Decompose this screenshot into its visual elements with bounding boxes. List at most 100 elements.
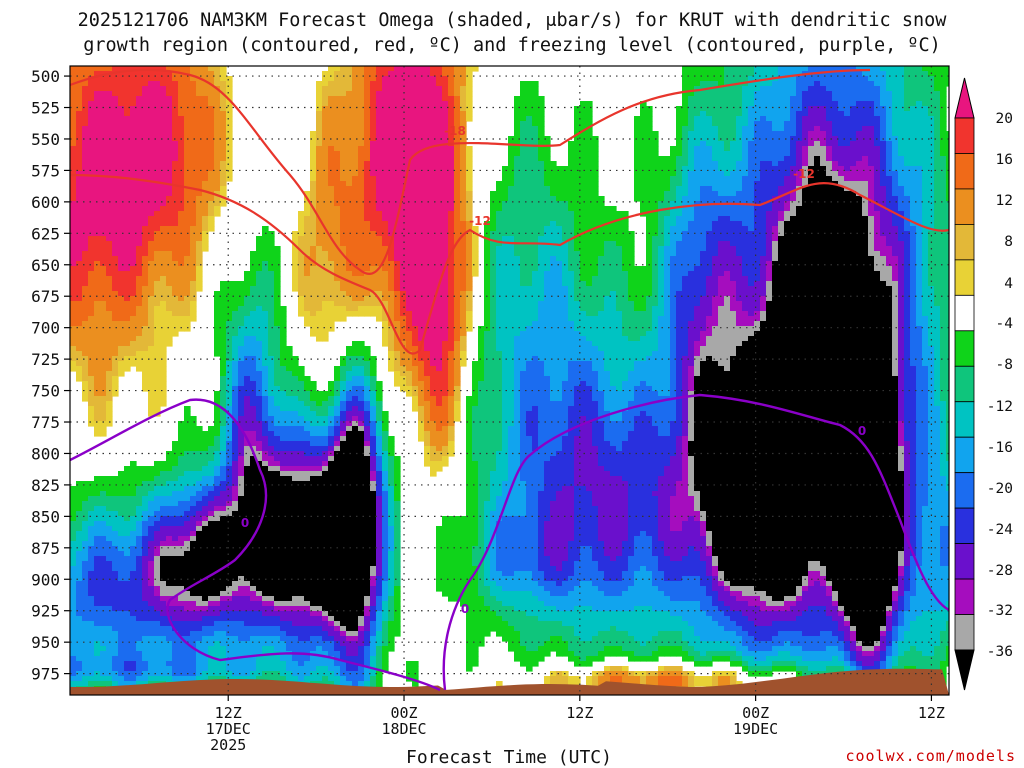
omega-cell xyxy=(406,116,413,122)
omega-cell xyxy=(562,206,569,212)
omega-cell xyxy=(724,191,731,197)
omega-cell xyxy=(208,106,215,112)
omega-cell xyxy=(394,246,401,252)
omega-cell xyxy=(76,146,83,152)
omega-cell xyxy=(118,171,125,177)
omega-cell xyxy=(106,251,113,257)
omega-cell xyxy=(760,181,767,187)
omega-cell xyxy=(814,116,821,122)
omega-cell xyxy=(454,171,461,177)
omega-cell xyxy=(610,226,617,232)
omega-cell xyxy=(916,156,923,162)
omega-cell xyxy=(556,236,563,242)
omega-cell xyxy=(700,101,707,107)
omega-cell xyxy=(610,231,617,237)
omega-cell xyxy=(550,176,557,182)
omega-cell xyxy=(316,196,323,202)
omega-cell xyxy=(640,196,647,202)
omega-cell xyxy=(778,176,785,182)
omega-cell xyxy=(382,161,389,167)
omega-cell xyxy=(730,76,737,82)
omega-cell xyxy=(112,201,119,207)
omega-cell xyxy=(340,221,347,227)
omega-cell xyxy=(532,101,539,107)
omega-cell xyxy=(526,206,533,212)
omega-cell xyxy=(76,241,83,247)
omega-cell xyxy=(418,241,425,247)
omega-cell xyxy=(364,256,371,262)
omega-cell xyxy=(484,226,491,232)
omega-cell xyxy=(202,186,209,192)
omega-cell xyxy=(718,126,725,132)
omega-cell xyxy=(424,126,431,132)
omega-cell xyxy=(370,266,377,272)
omega-cell xyxy=(526,96,533,102)
omega-cell xyxy=(904,81,911,87)
omega-cell xyxy=(736,171,743,177)
omega-cell xyxy=(796,181,803,187)
omega-cell xyxy=(742,181,749,187)
omega-cell xyxy=(370,116,377,122)
omega-cell xyxy=(112,216,119,222)
omega-cell xyxy=(802,246,809,252)
omega-cell xyxy=(838,221,845,227)
omega-cell xyxy=(670,181,677,187)
omega-cell xyxy=(772,231,779,237)
omega-cell xyxy=(544,171,551,177)
omega-cell xyxy=(76,251,83,257)
omega-cell xyxy=(676,221,683,227)
omega-cell xyxy=(856,256,863,262)
omega-cell xyxy=(70,186,77,192)
omega-cell xyxy=(346,261,353,267)
omega-cell xyxy=(190,211,197,217)
omega-cell xyxy=(772,166,779,172)
omega-cell xyxy=(922,246,929,252)
omega-cell xyxy=(316,141,323,147)
omega-cell xyxy=(658,181,665,187)
omega-cell xyxy=(694,191,701,197)
omega-cell xyxy=(358,261,365,267)
omega-cell xyxy=(784,266,791,272)
omega-cell xyxy=(562,191,569,197)
omega-cell xyxy=(652,206,659,212)
omega-cell xyxy=(154,261,161,267)
omega-cell xyxy=(358,76,365,82)
omega-cell xyxy=(418,206,425,212)
omega-cell xyxy=(808,101,815,107)
omega-cell xyxy=(832,76,839,82)
omega-cell xyxy=(100,86,107,92)
omega-cell xyxy=(226,141,233,147)
omega-cell xyxy=(778,231,785,237)
omega-cell xyxy=(430,196,437,202)
omega-cell xyxy=(190,146,197,152)
omega-cell xyxy=(736,166,743,172)
omega-cell xyxy=(208,211,215,217)
omega-cell xyxy=(394,231,401,237)
omega-cell xyxy=(148,216,155,222)
omega-cell xyxy=(166,161,173,167)
omega-cell xyxy=(538,231,545,237)
omega-cell xyxy=(820,256,827,262)
omega-cell xyxy=(394,146,401,152)
omega-cell xyxy=(94,66,101,72)
omega-cell xyxy=(688,176,695,182)
omega-cell xyxy=(802,176,809,182)
omega-cell xyxy=(940,76,947,82)
omega-cell xyxy=(430,151,437,157)
omega-cell xyxy=(412,166,419,172)
omega-cell xyxy=(442,146,449,152)
omega-cell xyxy=(682,96,689,102)
omega-cell xyxy=(154,176,161,182)
omega-cell xyxy=(358,86,365,92)
omega-cell xyxy=(610,256,617,262)
omega-cell xyxy=(436,251,443,257)
omega-cell xyxy=(490,251,497,257)
omega-cell xyxy=(712,211,719,217)
omega-cell xyxy=(706,206,713,212)
omega-cell xyxy=(460,181,467,187)
omega-cell xyxy=(616,261,623,267)
omega-cell xyxy=(532,171,539,177)
omega-cell xyxy=(562,181,569,187)
omega-cell xyxy=(328,121,335,127)
omega-cell xyxy=(94,216,101,222)
